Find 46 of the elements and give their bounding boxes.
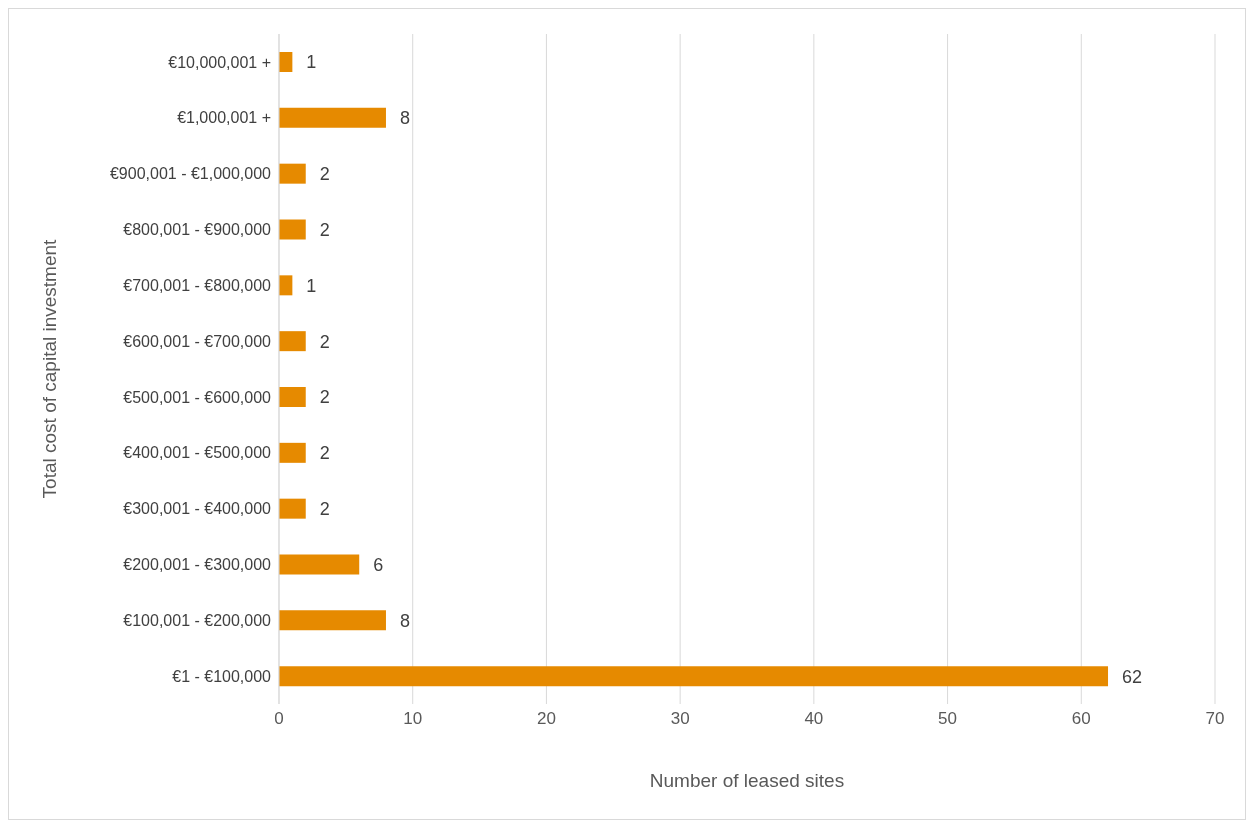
bar [279,52,293,72]
x-tick-label: 60 [1071,709,1091,729]
data-label: 6 [373,554,384,575]
bar [279,387,306,407]
bar [279,275,293,296]
y-tick-label: €600,001 - €700,000 [123,332,272,350]
x-tick-label: 70 [1205,709,1225,729]
bar [279,442,306,463]
y-tick-label: €800,001 - €900,000 [123,221,272,239]
y-tick-label: €400,001 - €500,000 [123,444,272,462]
y-tick-label: €500,001 - €600,000 [123,388,272,406]
bar [279,219,306,240]
x-tick-label: 40 [804,709,824,729]
bar [279,107,386,128]
bar [279,610,386,631]
y-tick-label: €200,001 - €300,000 [123,556,272,574]
data-label: 1 [306,275,317,296]
x-tick-label: 0 [274,709,284,729]
y-tick-label: €1,000,001 + [177,109,271,127]
data-label: 1 [306,52,317,73]
x-axis-title: Number of leased sites [649,770,845,791]
y-tick-label: €1 - €100,000 [172,667,272,685]
data-label: 2 [319,443,330,464]
data-label: 2 [319,331,330,352]
bar [279,163,306,184]
data-label: 8 [399,610,410,631]
data-label: 62 [1122,666,1143,687]
data-label: 2 [319,219,330,240]
y-axis-title: Total cost of capital investment [38,238,60,499]
x-tick-label: 50 [938,709,958,729]
bar [279,498,306,519]
data-label: 2 [319,499,330,520]
bar [279,666,1109,687]
data-label: 8 [399,108,410,129]
y-tick-label: €700,001 - €800,000 [123,276,272,294]
data-label: 2 [319,387,330,408]
bar [279,554,360,575]
y-tick-label: €900,001 - €1,000,000 [109,165,272,183]
bar [279,331,306,352]
x-tick-label: 20 [536,709,556,729]
y-tick-label: €10,000,001 + [168,53,271,71]
x-tick-label: 30 [670,709,690,729]
data-label: 2 [319,164,330,185]
y-tick-label: €300,001 - €400,000 [123,500,272,518]
x-tick-label: 10 [403,709,423,729]
y-tick-label: €100,001 - €200,000 [123,611,272,629]
